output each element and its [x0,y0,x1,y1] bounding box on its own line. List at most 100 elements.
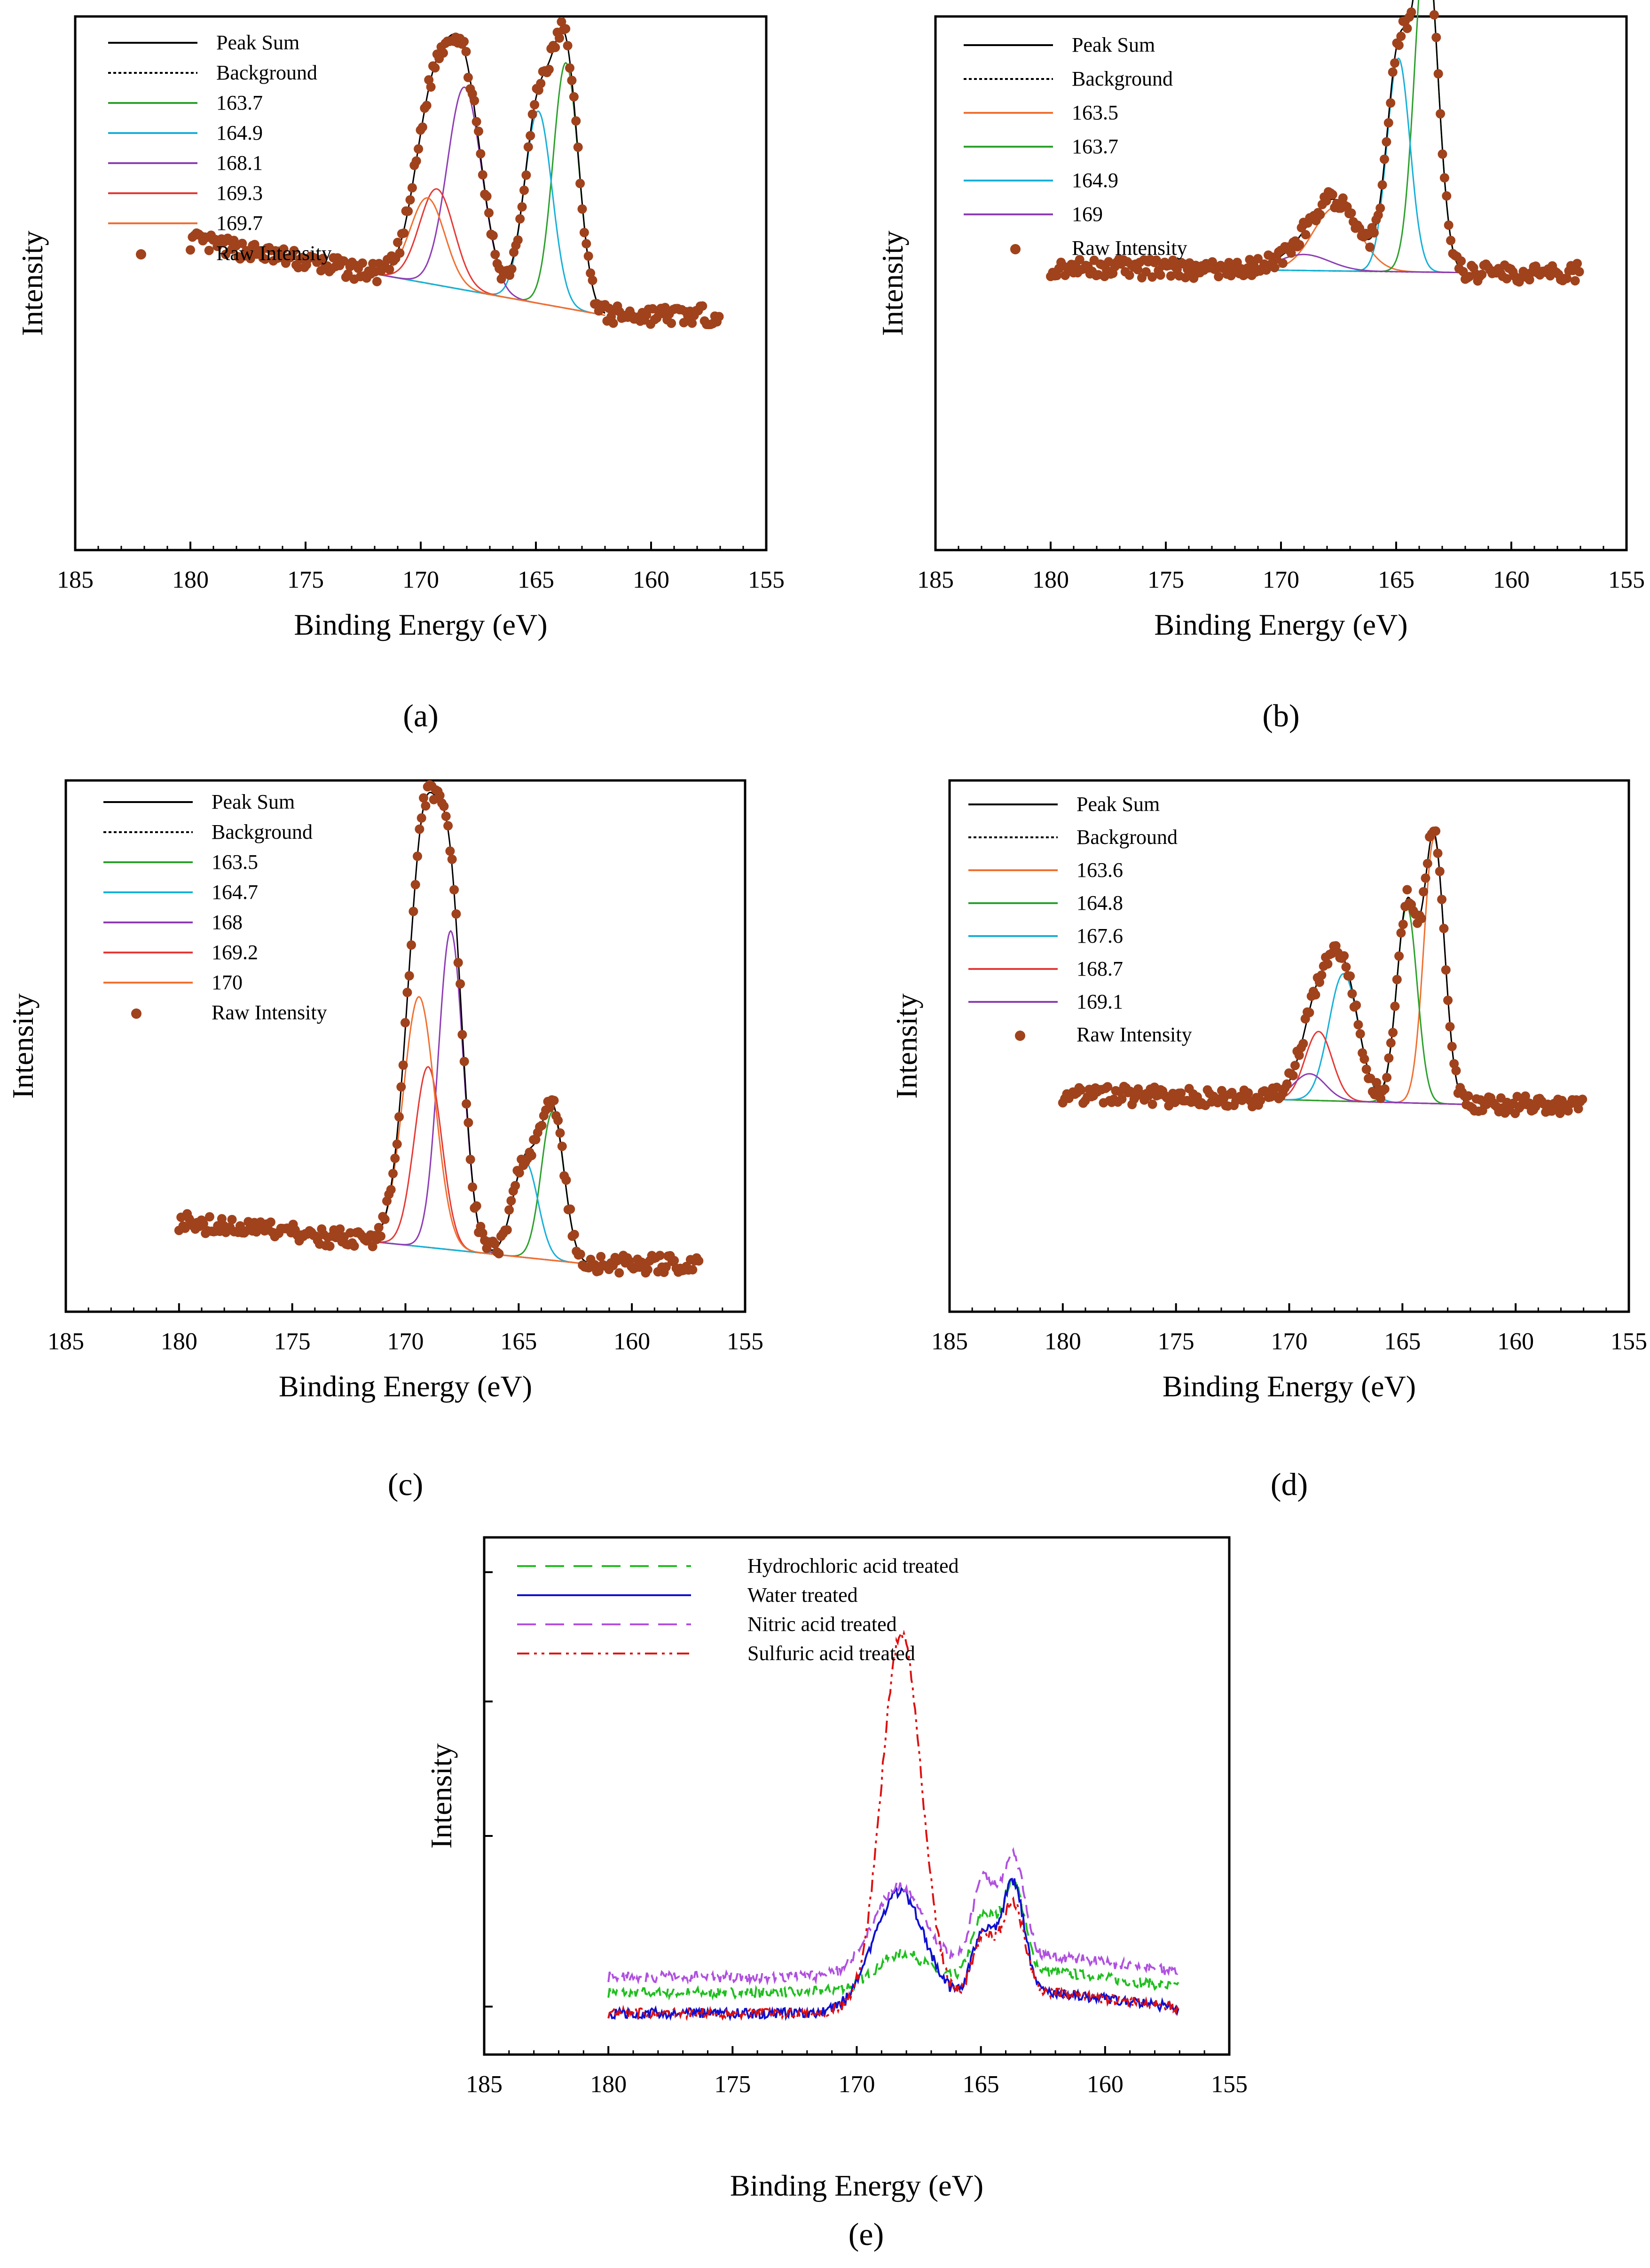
raw-intensity-point [517,202,527,212]
raw-intensity-point [415,824,424,834]
legend-entry: 164.7 [212,881,258,904]
x-tick-label: 160 [613,1328,650,1355]
raw-intensity-point [325,1241,335,1251]
raw-intensity-point [1402,885,1412,895]
legend-entry: Background [216,61,317,84]
raw-intensity-point [1227,1087,1237,1097]
raw-intensity-point [237,238,247,248]
panel-label: (d) [1271,1466,1308,1502]
x-tick-label: 180 [1032,567,1069,593]
raw-intensity-point [439,48,448,58]
legend-entry: Raw Intensity [1076,1023,1192,1046]
legend-entry: Raw Intensity [1072,236,1187,260]
raw-intensity-point [349,1241,359,1251]
raw-intensity-point [426,82,436,92]
raw-intensity-point [453,958,463,968]
raw-intensity-point [471,117,481,126]
raw-intensity-point [1286,248,1296,258]
raw-intensity-point [339,256,349,266]
x-tick-label: 175 [1147,567,1184,593]
raw-intensity-point [394,1112,404,1122]
raw-intensity-point [1386,1038,1396,1048]
raw-intensity-point [577,204,587,214]
raw-intensity-point [1396,928,1406,938]
x-tick-label: 170 [1263,567,1299,593]
raw-intensity-point [439,802,449,811]
raw-intensity-point [407,183,417,193]
raw-intensity-point [1524,275,1534,284]
raw-intensity-point [519,185,529,195]
raw-intensity-point [1388,67,1398,77]
raw-intensity-point [459,1056,469,1066]
y-axis-title: Intensity [890,993,923,1099]
series-sulfuric-acid-treated [607,1630,1179,2022]
raw-intensity-point [1429,10,1439,20]
raw-intensity-point [404,971,414,981]
raw-intensity-point [1155,270,1165,280]
raw-intensity-point [1315,977,1324,987]
raw-intensity-point [1345,971,1355,981]
raw-intensity-point [561,24,571,34]
raw-intensity-point [1570,276,1580,286]
raw-intensity-point [1435,866,1445,876]
raw-intensity-point [1382,137,1391,147]
raw-intensity-point [464,1118,473,1127]
raw-intensity-point [1176,1088,1186,1098]
raw-intensity-point [490,1239,500,1249]
raw-intensity-point [1390,1001,1400,1011]
raw-intensity-point [661,1262,671,1272]
raw-intensity-point [1133,265,1143,275]
raw-intensity-point [1282,1079,1292,1089]
raw-intensity-point [588,276,597,285]
raw-intensity-point [523,142,533,152]
raw-intensity-point [1531,1102,1540,1111]
raw-intensity-point [260,254,270,264]
x-tick-label: 165 [1384,1328,1421,1355]
raw-intensity-point [581,239,591,249]
panel-label: (c) [388,1466,423,1502]
raw-intensity-point [1355,1029,1365,1039]
x-tick-label: 175 [287,567,324,593]
raw-intensity-point [422,101,432,110]
legend-marker [131,1008,141,1019]
legend-entry: 170 [212,971,243,994]
raw-intensity-point [579,228,589,237]
raw-intensity-point [1394,40,1404,50]
raw-intensity-point [1339,951,1349,961]
raw-intensity-point [1439,173,1449,183]
raw-intensity-point [514,1168,524,1178]
raw-intensity-point [1166,271,1176,281]
raw-intensity-point [569,92,579,102]
x-tick-label: 160 [1497,1328,1534,1355]
raw-intensity-point [1402,24,1412,33]
legend-entry: 167.6 [1076,924,1123,947]
raw-intensity-point [289,246,299,255]
raw-intensity-point [372,276,382,286]
legend-entry: 169.7 [216,212,263,235]
legend-entry: 163.7 [1072,135,1118,158]
raw-intensity-point [527,110,537,119]
raw-intensity-point [413,851,422,861]
legend-entry: Raw Intensity [216,242,332,265]
raw-intensity-point [227,1215,237,1224]
raw-intensity-point [573,142,583,152]
raw-intensity-point [1117,1094,1127,1104]
raw-intensity-point [1103,1082,1113,1092]
raw-intensity-point [447,854,457,864]
raw-intensity-point [1380,1084,1390,1094]
raw-intensity-point [1141,267,1151,277]
raw-intensity-point [1304,1008,1314,1017]
panel-b: 185 180 175 170 165 160 155 Binding Energy (eV)… [876,0,1645,733]
raw-intensity-point [511,1181,520,1190]
legend-entry: 164.8 [1076,891,1123,914]
legend-entry: 163.6 [1076,858,1123,882]
raw-intensity-point [553,1116,563,1126]
raw-intensity-point [1311,990,1320,1000]
raw-intensity-point [1347,989,1357,999]
raw-intensity-point [1433,69,1443,79]
legend-entry: Water treated [747,1583,858,1606]
x-axis-title: Binding Energy (eV) [294,608,547,641]
raw-intensity-point [1328,190,1337,199]
raw-intensity-point [575,179,585,189]
legend-entry: 169.1 [1076,990,1123,1013]
